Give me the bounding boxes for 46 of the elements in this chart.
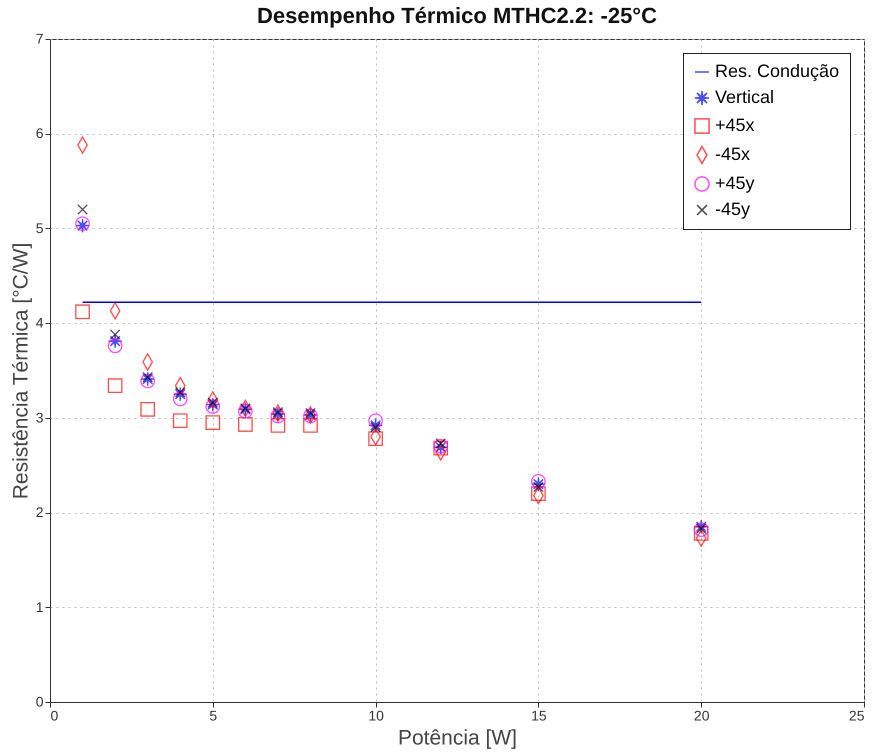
y-tick-label: 6 <box>36 125 44 142</box>
y-tick-label: 3 <box>36 409 44 426</box>
x-tick-label: 25 <box>848 708 865 724</box>
point <box>270 418 286 433</box>
legend-label: +45x <box>715 115 755 135</box>
y-tick-label: 2 <box>36 504 44 520</box>
legend-label: Res. Condução <box>715 61 840 81</box>
point <box>531 474 546 489</box>
point <box>108 338 122 354</box>
point <box>368 413 383 428</box>
point <box>531 486 546 501</box>
x-axis-title: Potência [W] <box>398 726 518 750</box>
point <box>75 304 90 320</box>
y-tick-label: 0 <box>36 694 44 710</box>
point <box>238 417 253 432</box>
x-tick-label: 0 <box>50 708 58 724</box>
legend-label: Vertical <box>715 87 774 107</box>
y-tick-label: 4 <box>36 314 44 331</box>
legend-label: -45x <box>715 144 750 164</box>
x-tick-label: 5 <box>209 708 218 724</box>
x-tick-label: 20 <box>694 708 710 724</box>
point <box>140 402 156 417</box>
point <box>531 476 546 492</box>
point <box>370 422 381 433</box>
point <box>368 431 383 446</box>
point <box>172 392 188 406</box>
legend-label: +45y <box>715 173 755 193</box>
x-tick-label: 10 <box>368 708 384 724</box>
point <box>108 334 122 348</box>
legend-label: -45y <box>715 199 750 219</box>
point <box>368 418 383 433</box>
point <box>694 526 709 541</box>
x-tick-label: 15 <box>531 708 547 724</box>
point <box>110 329 120 340</box>
point <box>77 204 88 215</box>
y-tick-label: 5 <box>36 220 44 236</box>
point <box>108 378 122 394</box>
point <box>172 386 188 402</box>
point <box>172 413 188 428</box>
point <box>205 415 220 430</box>
y-axis-title: Resistência Térmica [°C/W] <box>10 242 33 500</box>
y-tick-label: 1 <box>36 598 44 615</box>
point <box>174 386 186 398</box>
y-tick-label: 7 <box>36 30 44 46</box>
chart-title: Desempenho Térmico MTHC2.2: -25°C <box>257 3 658 28</box>
point <box>303 418 318 433</box>
